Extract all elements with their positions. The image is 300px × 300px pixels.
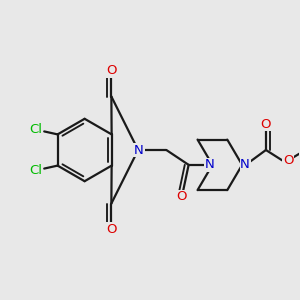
Text: O: O (106, 223, 117, 236)
Text: N: N (134, 143, 144, 157)
Text: O: O (106, 64, 117, 77)
Text: Cl: Cl (29, 123, 42, 136)
Text: O: O (261, 118, 271, 130)
Text: Cl: Cl (29, 164, 42, 177)
Text: O: O (283, 154, 293, 167)
Text: N: N (205, 158, 214, 171)
Text: N: N (240, 158, 250, 171)
Text: O: O (177, 190, 187, 203)
